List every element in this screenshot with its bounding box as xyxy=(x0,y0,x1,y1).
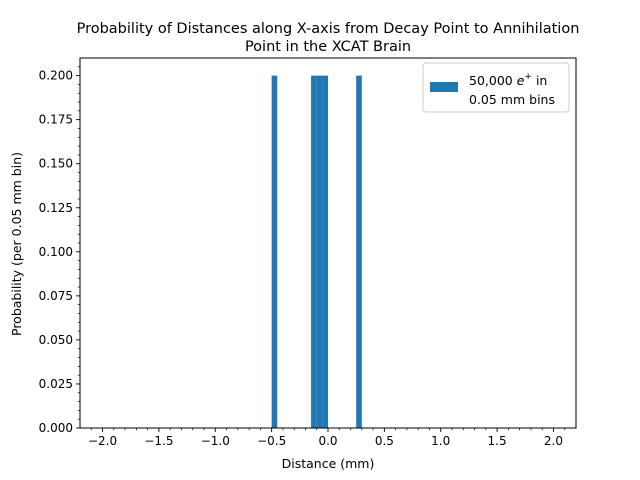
legend-frame xyxy=(422,62,570,113)
x-tick-label: −2.0 xyxy=(88,434,117,448)
y-tick-label: 0.125 xyxy=(39,201,73,215)
y-tick-label: 0.200 xyxy=(39,69,73,83)
legend-positron-charge: + xyxy=(524,72,532,82)
title-line-2: Point in the XCAT Brain xyxy=(245,39,411,55)
x-tick-label: −0.5 xyxy=(257,434,286,448)
y-axis-ticks: 0.000 0.025 0.050 0.075 0.100 0.125 0.150 0.175… xyxy=(39,66,80,435)
y-tick-label: 0.000 xyxy=(39,421,73,435)
x-tick-label: 1.5 xyxy=(488,434,507,448)
plot-frame xyxy=(79,57,577,429)
y-tick-label: 0.175 xyxy=(39,113,73,127)
bars-group xyxy=(271,75,362,428)
y-tick-label: 0.050 xyxy=(39,333,73,347)
y-tick-label: 0.075 xyxy=(39,289,73,303)
histogram-bar-4 xyxy=(356,75,362,428)
legend-label-line-1: 50,000 e+ in xyxy=(469,72,547,88)
histogram-bar-0 xyxy=(271,75,278,428)
legend-positron-symbol: e xyxy=(517,73,525,88)
x-tick-label: 0.5 xyxy=(375,434,394,448)
y-tick-label: 0.150 xyxy=(39,157,73,171)
x-axis-ticks: −2.0 −1.5 −1.0 −0.5 0.0 0.5 1.0 1.5 2.0 xyxy=(88,428,566,448)
title-line-1: Probability of Distances along X-axis fr… xyxy=(77,21,580,37)
histogram-bar-1 xyxy=(311,75,317,428)
legend: 50,000 e+ in 0.05 mm bins xyxy=(422,62,570,113)
legend-in: in xyxy=(532,73,547,88)
y-tick-label: 0.100 xyxy=(39,245,73,259)
x-tick-label: −1.5 xyxy=(144,434,173,448)
histogram-bar-2 xyxy=(316,75,323,428)
chart-title: Probability of Distances along X-axis fr… xyxy=(77,21,580,55)
x-axis-label: Distance (mm) xyxy=(282,456,375,471)
legend-swatch xyxy=(430,82,458,92)
x-tick-label: 2.0 xyxy=(544,434,563,448)
y-tick-label: 0.025 xyxy=(39,377,73,391)
x-tick-label: 1.0 xyxy=(431,434,450,448)
y-axis-label: Probability (per 0.05 mm bin) xyxy=(9,152,24,336)
legend-label-line-2: 0.05 mm bins xyxy=(469,92,555,107)
x-tick-label: 0.0 xyxy=(318,434,337,448)
legend-count: 50,000 xyxy=(469,73,517,88)
histogram-bar-3 xyxy=(322,75,328,428)
x-tick-label: −1.0 xyxy=(201,434,230,448)
